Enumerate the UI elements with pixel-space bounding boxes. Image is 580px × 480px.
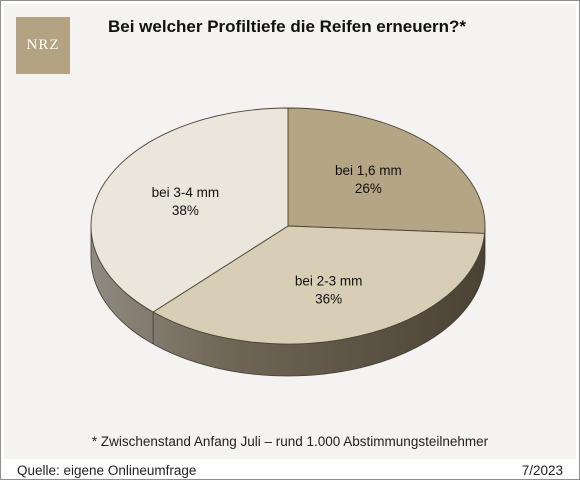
pie-slice: [90, 107, 289, 313]
source-note: Quelle: eigene Onlineumfrage: [17, 463, 197, 478]
pie-slice: [152, 225, 486, 345]
pie-chart: bei 1,6 mm 26% bei 2-3 mm 36% bei 3-4 mm 38%: [90, 107, 486, 377]
slice-label: bei 3-4 mm: [152, 185, 220, 200]
nrz-logo: NRZ: [16, 17, 70, 74]
pie-slices: [90, 107, 486, 345]
slice-label: bei 1,6 mm: [335, 163, 402, 178]
slice-label: bei 2-3 mm: [295, 274, 363, 289]
slice-value-label: 38%: [172, 203, 199, 218]
chart-title: Bei welcher Profiltiefe die Reifen erneu…: [108, 17, 467, 36]
pie-labels: bei 1,6 mm 26% bei 2-3 mm 36% bei 3-4 mm 38%: [152, 163, 402, 306]
footnote: * Zwischenstand Anfang Juli – rund 1.000…: [91, 434, 489, 449]
pie-slice: [287, 107, 486, 234]
publication-date: 7/2023: [521, 463, 563, 478]
slice-value-label: 36%: [315, 292, 342, 307]
chart-panel: NRZ Bei welcher Profiltiefe die Reifen e…: [4, 4, 576, 459]
slice-value-label: 26%: [355, 181, 382, 196]
